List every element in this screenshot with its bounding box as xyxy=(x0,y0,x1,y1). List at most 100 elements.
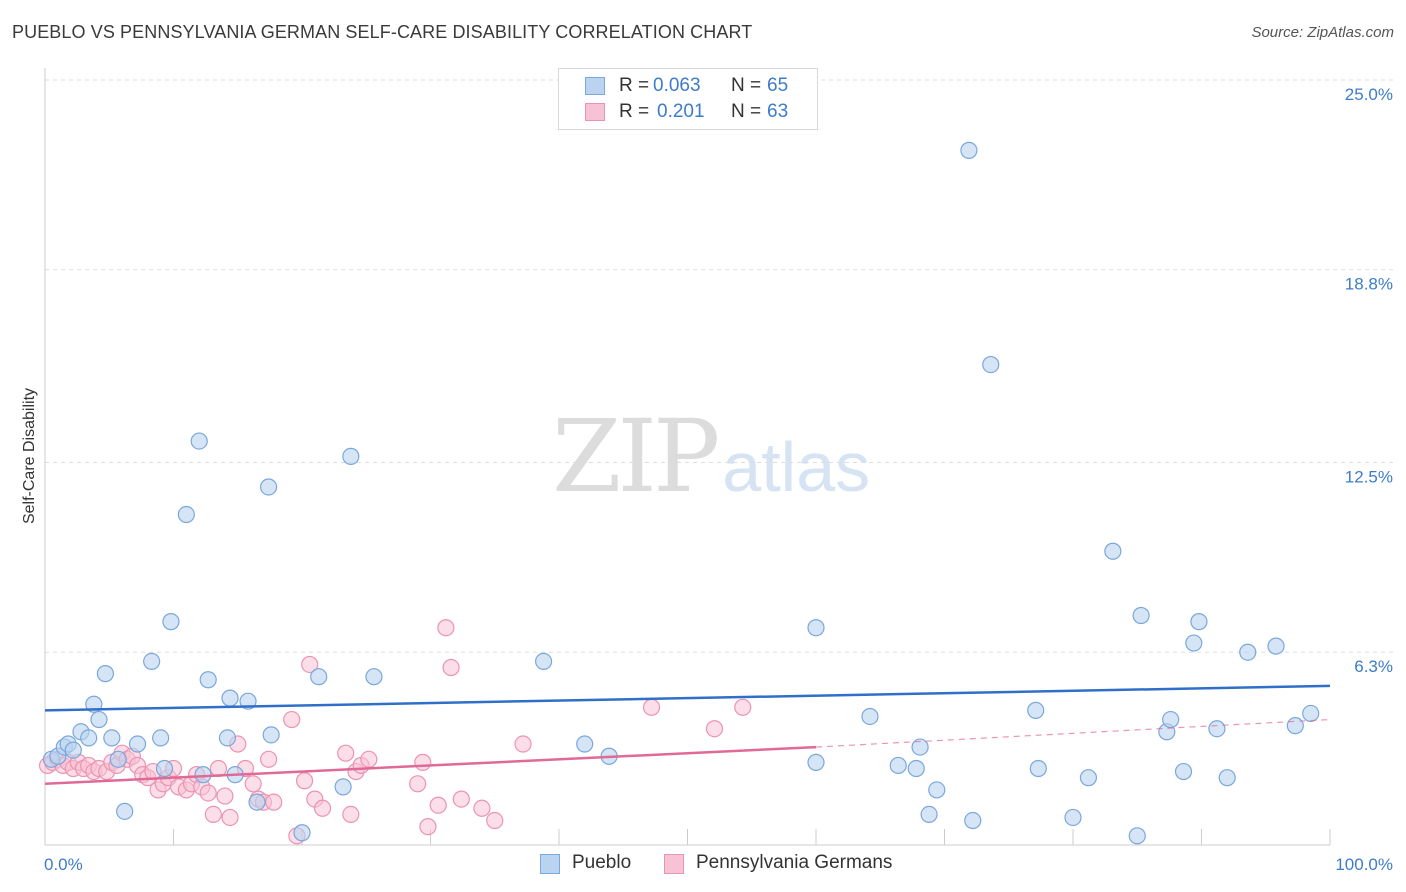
pueblo-point-9 xyxy=(96,665,114,683)
penn-point-31 xyxy=(204,805,222,824)
penn-point-30 xyxy=(199,784,217,802)
pueblo-point-54 xyxy=(1132,606,1150,625)
pueblo-point-6 xyxy=(80,729,98,747)
pueblo-point-56 xyxy=(1162,710,1180,729)
penn-point-47 xyxy=(313,799,332,817)
pueblo-point-62 xyxy=(1239,643,1257,661)
pueblo-point-16 xyxy=(155,759,174,778)
penn-trend-extension xyxy=(815,718,1331,748)
pueblo-point-12 xyxy=(116,802,134,820)
penn-point-49 xyxy=(342,805,360,824)
pueblo-point-44 xyxy=(928,781,946,799)
pueblo-points xyxy=(42,141,1320,845)
pueblo-point-33 xyxy=(365,668,383,686)
pueblo-point-15 xyxy=(152,729,170,747)
pueblo-point-18 xyxy=(177,505,195,524)
pueblo-point-23 xyxy=(221,689,239,707)
y-tick-label-2: 18.8% xyxy=(1345,275,1393,294)
pueblo-legend-label: Pueblo xyxy=(572,852,632,873)
source-label: Source: ZipAtlas.com xyxy=(1251,24,1394,41)
watermark: ZIPatlas xyxy=(552,398,870,515)
x-tick-label-max: 100.0% xyxy=(1335,855,1393,874)
pueblo-trend-line xyxy=(44,684,1331,712)
pueblo-point-61 xyxy=(1218,769,1236,787)
y-tick-label-3: 25.0% xyxy=(1345,85,1393,104)
pueblo-point-20 xyxy=(194,766,212,784)
watermark-zip: ZIP xyxy=(552,398,720,515)
pueblo-point-29 xyxy=(293,824,311,842)
pueblo-point-45 xyxy=(960,141,978,159)
pueblo-point-65 xyxy=(1302,704,1320,723)
pueblo-point-38 xyxy=(807,753,825,771)
penn-point-58 xyxy=(442,658,460,677)
penn-point-48 xyxy=(337,744,355,762)
pueblo-point-4 xyxy=(64,741,82,759)
penn-point-33 xyxy=(216,787,234,805)
pueblo-point-32 xyxy=(342,447,360,465)
pueblo-point-40 xyxy=(889,756,907,775)
pueblo-point-46 xyxy=(964,811,982,830)
penn-point-44 xyxy=(295,772,314,790)
trend-lines xyxy=(44,684,1331,786)
pueblo-point-27 xyxy=(259,478,278,496)
penn-legend-label: Pennsylvania Germans xyxy=(696,852,893,873)
penn-point-45 xyxy=(301,655,319,674)
penn-point-63 xyxy=(642,698,661,716)
penn-point-59 xyxy=(452,790,470,808)
pueblo-r-label: R = xyxy=(619,75,650,96)
pueblo-point-53 xyxy=(1128,827,1146,845)
penn-point-42 xyxy=(283,710,301,729)
penn-point-41 xyxy=(265,793,283,811)
penn-n-value: 63 xyxy=(767,101,789,122)
y-tick-label-1: 12.5% xyxy=(1345,468,1393,487)
pueblo-point-21 xyxy=(199,671,217,689)
penn-r-value: 0.201 xyxy=(657,101,705,122)
y-axis-label: Self-Care Disability xyxy=(21,388,38,524)
penn-n-label: N = xyxy=(731,101,762,122)
pueblo-point-26 xyxy=(248,793,266,811)
penn-point-37 xyxy=(244,775,262,793)
pueblo-point-13 xyxy=(128,735,147,753)
penn-point-61 xyxy=(486,811,504,830)
penn-point-40 xyxy=(259,750,278,768)
pueblo-legend-swatch xyxy=(540,854,560,874)
pueblo-point-48 xyxy=(1027,701,1045,719)
pueblo-point-35 xyxy=(576,735,594,753)
watermark-atlas: atlas xyxy=(722,428,871,506)
pueblo-point-51 xyxy=(1079,769,1098,787)
pueblo-point-47 xyxy=(982,355,1000,374)
pueblo-point-52 xyxy=(1104,542,1122,560)
x-tick-label-min: 0.0% xyxy=(44,855,83,874)
pueblo-point-31 xyxy=(334,778,352,796)
penn-point-60 xyxy=(473,799,491,817)
chart-title: PUEBLO VS PENNSYLVANIA GERMAN SELF-CARE … xyxy=(12,22,753,42)
penn-point-57 xyxy=(437,619,455,637)
pueblo-point-28 xyxy=(262,726,280,744)
pueblo-point-64 xyxy=(1286,717,1304,735)
pueblo-r-value: 0.063 xyxy=(653,75,701,96)
penn-point-56 xyxy=(429,796,447,814)
pueblo-n-value: 65 xyxy=(767,75,789,96)
pueblo-point-57 xyxy=(1174,762,1193,781)
pueblo-point-11 xyxy=(109,750,127,768)
pueblo-point-59 xyxy=(1190,613,1208,631)
pueblo-point-58 xyxy=(1185,634,1203,652)
pueblo-point-60 xyxy=(1208,720,1226,738)
pueblo-point-17 xyxy=(162,613,180,631)
penn-point-34 xyxy=(221,808,239,827)
penn-r-label: R = xyxy=(619,101,650,122)
penn-swatch xyxy=(585,103,605,121)
penn-point-55 xyxy=(419,818,437,836)
penn-german-points xyxy=(38,619,752,845)
penn-point-64 xyxy=(705,720,724,738)
penn-trend-line xyxy=(44,745,817,786)
y-tick-label-0: 6.3% xyxy=(1354,657,1393,676)
pueblo-n-label: N = xyxy=(731,75,762,96)
pueblo-point-19 xyxy=(190,432,208,450)
pueblo-point-41 xyxy=(907,759,925,778)
pueblo-point-49 xyxy=(1029,759,1047,778)
pueblo-point-34 xyxy=(534,652,553,671)
penn-point-54 xyxy=(414,753,432,771)
pueblo-point-39 xyxy=(861,707,879,726)
